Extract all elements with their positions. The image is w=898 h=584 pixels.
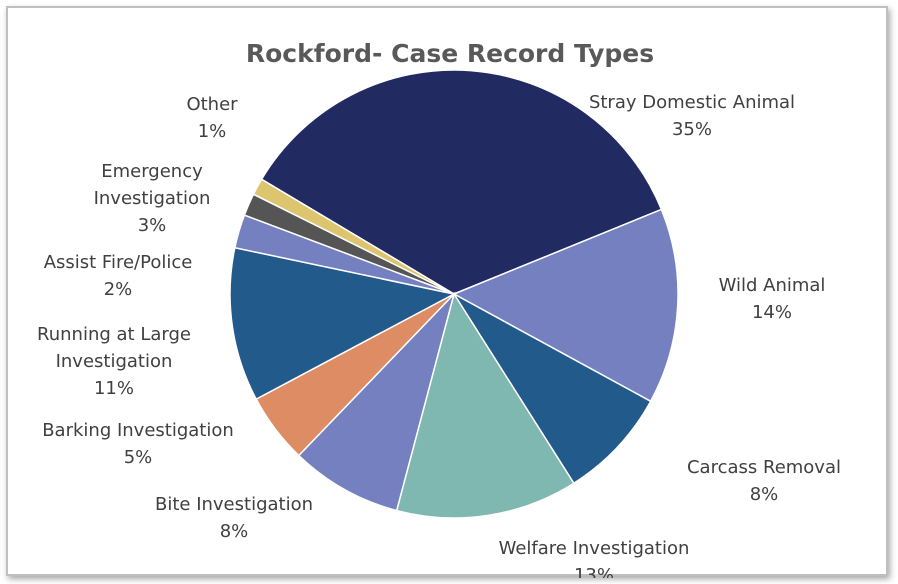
pie-slice-2: [451, 291, 652, 485]
slice-label-6: Running at Large Investigation 11%: [37, 324, 191, 399]
pie-slice-4: [297, 291, 456, 512]
pie-slice-3: [395, 292, 575, 519]
slice-label-7: Assist Fire/Police 2%: [44, 252, 193, 300]
pie-slices: [229, 69, 679, 519]
slice-label-5: Barking Investigation 5%: [42, 420, 234, 468]
pie-slice-0: [260, 69, 663, 295]
chart-title: Rockford- Case Record Types: [246, 39, 654, 68]
chart-frame: Rockford- Case Record Types Stray Domest…: [6, 6, 888, 578]
slice-label-4: Bite Investigation 8%: [155, 494, 313, 542]
slice-label-0: Stray Domestic Animal 35%: [589, 92, 795, 140]
pie-slice-1: [452, 208, 679, 403]
slice-label-1: Wild Animal 14%: [719, 275, 826, 323]
slice-label-3: Welfare Investigation 13%: [499, 538, 690, 578]
slice-label-9: Other 1%: [186, 94, 238, 142]
pie-chart: Rockford- Case Record Types Stray Domest…: [37, 39, 841, 578]
pie-labels: Stray Domestic Animal 35% Wild Animal 14% Ca…: [37, 92, 841, 578]
slice-label-8: Emergency Investigation 3%: [94, 161, 211, 236]
pie-slice-9: [252, 178, 455, 295]
pie-slice-6: [229, 246, 457, 401]
slice-label-2: Carcass Removal 8%: [687, 457, 841, 505]
